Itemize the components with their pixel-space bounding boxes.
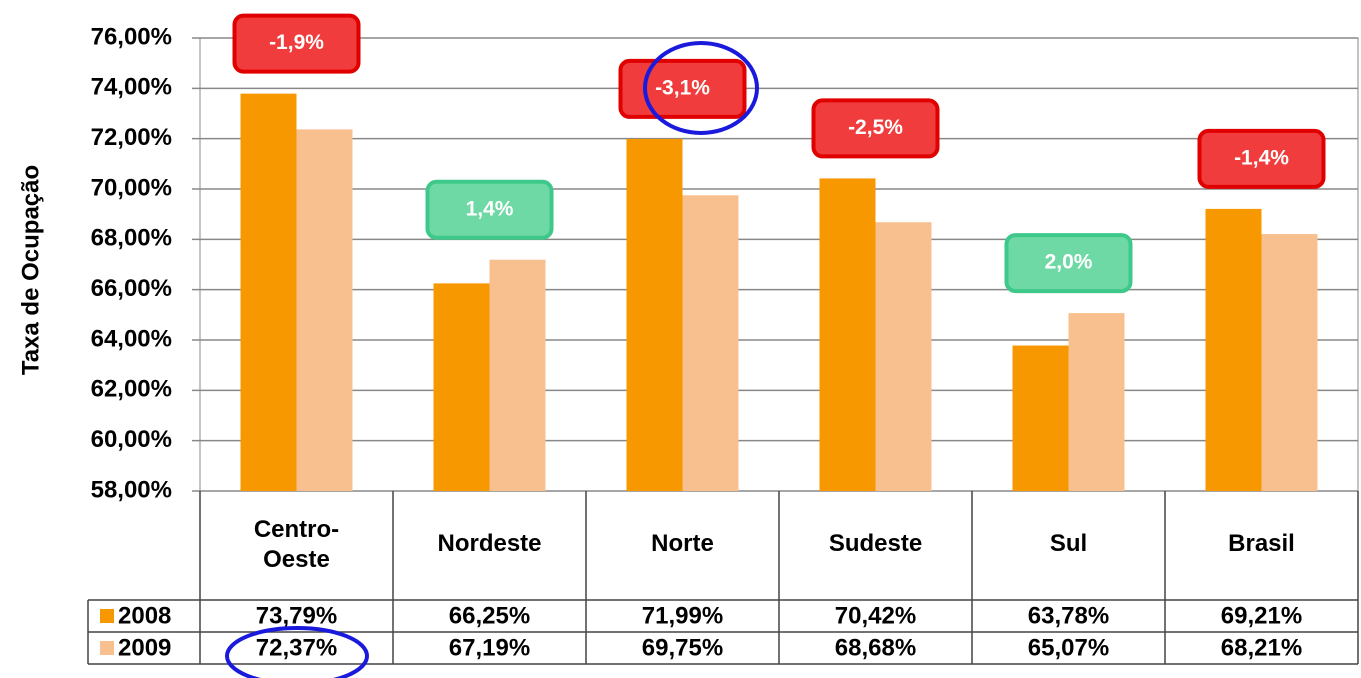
annotation-box	[1197, 128, 1326, 189]
y-tick-label: 76,00%	[91, 23, 172, 50]
table-value: 71,99%	[642, 602, 723, 629]
bar	[1205, 208, 1262, 492]
annotation-text: -3,1%	[655, 76, 710, 99]
y-tick-label: 66,00%	[91, 275, 172, 302]
x-tick-label: Sudeste	[829, 530, 922, 557]
table-value: 68,21%	[1221, 634, 1302, 661]
bar	[1012, 345, 1069, 491]
x-tick-label-line: Brasil	[1228, 530, 1295, 557]
table-value: 67,19%	[449, 634, 530, 661]
legend-label: 2009	[118, 634, 171, 661]
y-tick-label: 70,00%	[91, 174, 172, 201]
bar	[1068, 313, 1125, 491]
annotation-box	[1004, 233, 1133, 294]
legend-swatch	[100, 609, 114, 623]
x-tick-label-line: Oeste	[263, 546, 330, 573]
annotation-text: -1,4%	[1234, 146, 1289, 169]
x-tick-label: Brasil	[1228, 530, 1295, 557]
y-tick-label: 60,00%	[91, 426, 172, 453]
bar	[875, 222, 932, 491]
plot-area	[199, 37, 1359, 492]
highlight-circle	[643, 41, 759, 135]
table-value: 73,79%	[256, 602, 337, 629]
y-tick-label: 72,00%	[91, 124, 172, 151]
y-tick-label: 64,00%	[91, 325, 172, 352]
annotation-box	[811, 98, 940, 159]
x-tick-label: Centro- Oeste	[254, 516, 339, 573]
annotation-text: 1,4%	[466, 197, 514, 220]
y-tick-label: 74,00%	[91, 74, 172, 101]
y-tick-label: 62,00%	[91, 376, 172, 403]
table-value: 72,37%	[256, 634, 337, 661]
x-tick-label-line: Norte	[651, 530, 714, 557]
highlight-circle	[225, 626, 369, 678]
annotation-box	[618, 58, 747, 119]
annotation-box	[232, 13, 361, 74]
x-tick-label-line: Nordeste	[437, 530, 541, 557]
table-value: 68,68%	[835, 634, 916, 661]
annotation-text: -1,9%	[269, 31, 324, 54]
table-value: 69,75%	[642, 634, 723, 661]
bar	[240, 93, 297, 491]
x-tick-label: Nordeste	[437, 530, 541, 557]
x-tick-label-line: Centro-	[254, 516, 339, 543]
x-tick-label: Sul	[1050, 530, 1087, 557]
y-axis-label: Taxa de Ocupação	[17, 165, 44, 375]
bar	[489, 259, 546, 491]
bar	[819, 178, 876, 491]
table-value: 70,42%	[835, 602, 916, 629]
table-value: 69,21%	[1221, 602, 1302, 629]
annotation-text: -2,5%	[848, 116, 903, 139]
bar	[626, 138, 683, 491]
table-value: 65,07%	[1028, 634, 1109, 661]
annotation-box	[425, 179, 554, 240]
x-tick-label-line: Sudeste	[829, 530, 922, 557]
bar	[296, 129, 353, 492]
y-tick-label: 68,00%	[91, 225, 172, 252]
x-tick-label-line: Sul	[1050, 530, 1087, 557]
y-tick-label: 58,00%	[91, 476, 172, 503]
legend-swatch	[100, 641, 114, 655]
x-tick-label: Norte	[651, 530, 714, 557]
annotation-text: 2,0%	[1045, 251, 1093, 274]
table-value: 66,25%	[449, 602, 530, 629]
bar	[682, 195, 739, 491]
bar	[1261, 234, 1318, 491]
bar	[433, 283, 490, 491]
table-value: 63,78%	[1028, 602, 1109, 629]
legend-label: 2008	[118, 602, 171, 629]
